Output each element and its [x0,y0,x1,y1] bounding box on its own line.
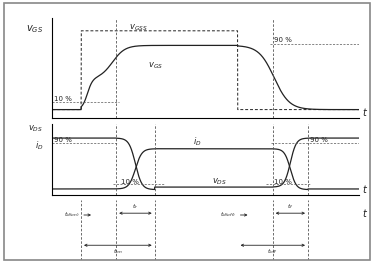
Text: 90 %: 90 % [310,137,327,143]
Text: $\it{i}_{D}$: $\it{i}_{D}$ [34,139,43,152]
Text: $\it{v}_{DS}$: $\it{v}_{DS}$ [28,124,43,134]
Text: $\it{t}$: $\it{t}$ [362,183,368,195]
Text: 90 %: 90 % [54,137,72,143]
Text: $t_r$: $t_r$ [132,202,139,211]
Text: $\it{v}_{DS}$: $\it{v}_{DS}$ [212,176,227,187]
Text: $t_{on}$: $t_{on}$ [113,247,123,256]
Text: $\it{t}$: $\it{t}$ [362,106,368,118]
Text: $\it{v}_{GS}$: $\it{v}_{GS}$ [26,23,43,35]
Text: $t_f$: $t_f$ [287,202,294,211]
Text: 10 %: 10 % [275,179,292,185]
Text: $\it{v}$$_{GSS}$: $\it{v}$$_{GSS}$ [129,22,148,33]
Text: $\it{v}$$_{GS}$: $\it{v}$$_{GS}$ [148,60,163,71]
Text: 90 %: 90 % [275,38,292,43]
Text: 10 %: 10 % [54,96,72,102]
Text: $t_{d(off)}$: $t_{d(off)}$ [220,211,236,219]
Text: $\it{t}$: $\it{t}$ [362,207,368,219]
Text: $\it{i}_{D}$: $\it{i}_{D}$ [193,135,202,148]
Text: $t_{off}$: $t_{off}$ [267,247,278,256]
Text: 10 %: 10 % [121,179,139,185]
Text: $t_{d(on)}$: $t_{d(on)}$ [64,211,80,219]
